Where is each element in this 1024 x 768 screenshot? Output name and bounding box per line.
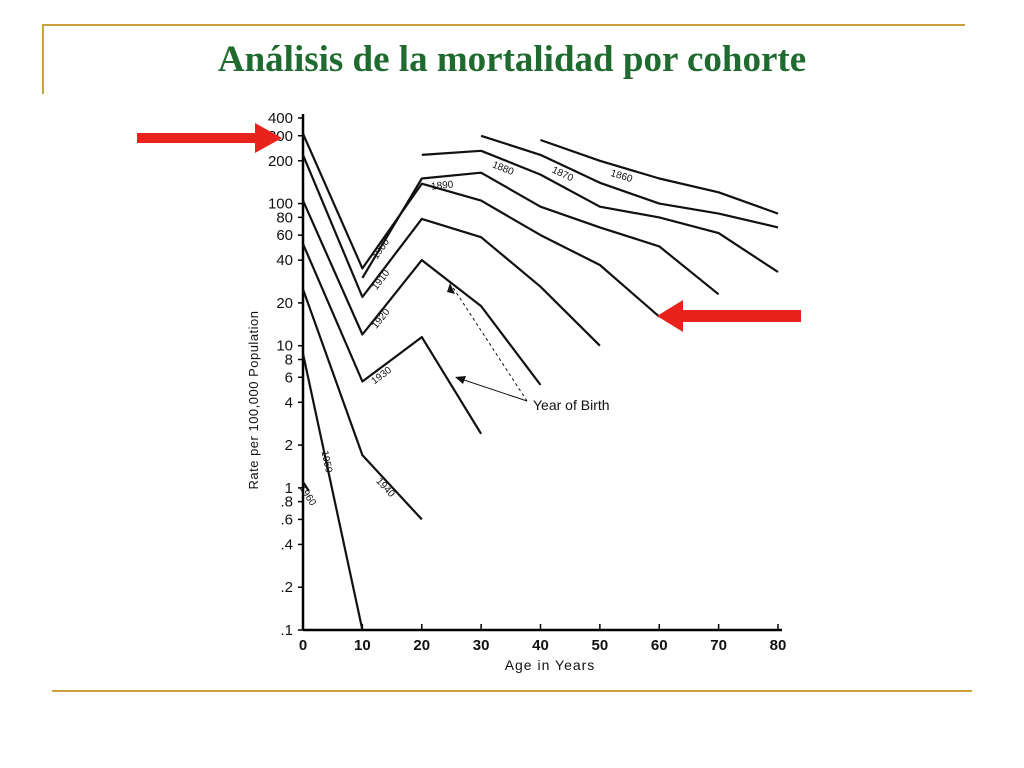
top-left-vertical-rule [42, 24, 44, 94]
y-tick-label: .4 [280, 536, 293, 553]
annotation-leader-1920 [451, 285, 528, 402]
y-tick-label: 10 [276, 338, 293, 355]
series-line-1860 [540, 138, 779, 215]
series-line-1920 [301, 200, 542, 386]
arrow-left-icon [657, 300, 801, 332]
y-tick-label: 2 [285, 437, 293, 454]
y-axis-label: Rate per 100,000 Population [246, 310, 261, 489]
bottom-horizontal-rule [52, 690, 972, 692]
annotation-leader-1930 [457, 377, 528, 402]
y-tick-label: 200 [268, 153, 293, 170]
x-tick-label: 50 [592, 637, 609, 654]
y-tick-label: 6 [285, 369, 293, 386]
arrow-right-icon [137, 123, 282, 153]
slide-title: Análisis de la mortalidad por cohorte [217, 39, 807, 80]
y-tick-label: .1 [280, 622, 293, 639]
x-tick-label: 40 [532, 637, 549, 654]
x-tick-label: 0 [299, 637, 307, 654]
x-tick-label: 60 [651, 637, 668, 654]
series-line-1940 [301, 288, 423, 521]
series-line-1880 [421, 149, 779, 273]
series-line-1930 [301, 243, 483, 435]
series-label-1940: 1940 [373, 476, 396, 500]
series-label-1930: 1930 [369, 365, 394, 387]
series-line-1900 [301, 133, 661, 318]
series-label-1960: 1960 [296, 483, 318, 508]
series-label-1920: 1920 [370, 306, 393, 331]
y-tick-label: 80 [276, 209, 293, 226]
series-line-1890 [361, 171, 720, 296]
y-tick-label: 1 [285, 480, 293, 497]
x-axis-label: Age in Years [505, 657, 596, 673]
y-tick-label: 8 [285, 351, 293, 368]
series-label-1950: 1950 [319, 450, 335, 474]
series-label-1910: 1910 [370, 268, 392, 293]
series-line-1950 [301, 353, 364, 631]
y-tick-label: 100 [268, 196, 293, 213]
x-tick-label: 70 [710, 637, 727, 654]
series-line-1910 [301, 154, 601, 347]
y-tick-label: .8 [280, 494, 293, 511]
series-line-1960 [302, 481, 310, 492]
x-tick-label: 80 [770, 637, 787, 654]
x-tick-label: 30 [473, 637, 490, 654]
y-tick-label: 40 [276, 252, 293, 269]
y-tick-label: .6 [280, 511, 293, 528]
series-label-1900: 1900 [370, 237, 392, 262]
top-horizontal-rule [42, 24, 965, 26]
series-line-1870 [480, 134, 779, 229]
x-tick-label: 20 [413, 637, 430, 654]
y-tick-label: 60 [276, 227, 293, 244]
y-tick-label: .2 [280, 579, 293, 596]
y-tick-label: 20 [276, 295, 293, 312]
annotation-arrowhead-1920 [447, 283, 455, 294]
annotation-arrowhead-1930 [455, 376, 466, 384]
y-tick-label: 400 [268, 110, 293, 127]
x-tick-label: 10 [354, 637, 371, 654]
y-tick-label: 4 [285, 394, 293, 411]
series-label-1890: 1890 [431, 179, 455, 192]
year-of-birth-label: Year of Birth [533, 397, 610, 413]
